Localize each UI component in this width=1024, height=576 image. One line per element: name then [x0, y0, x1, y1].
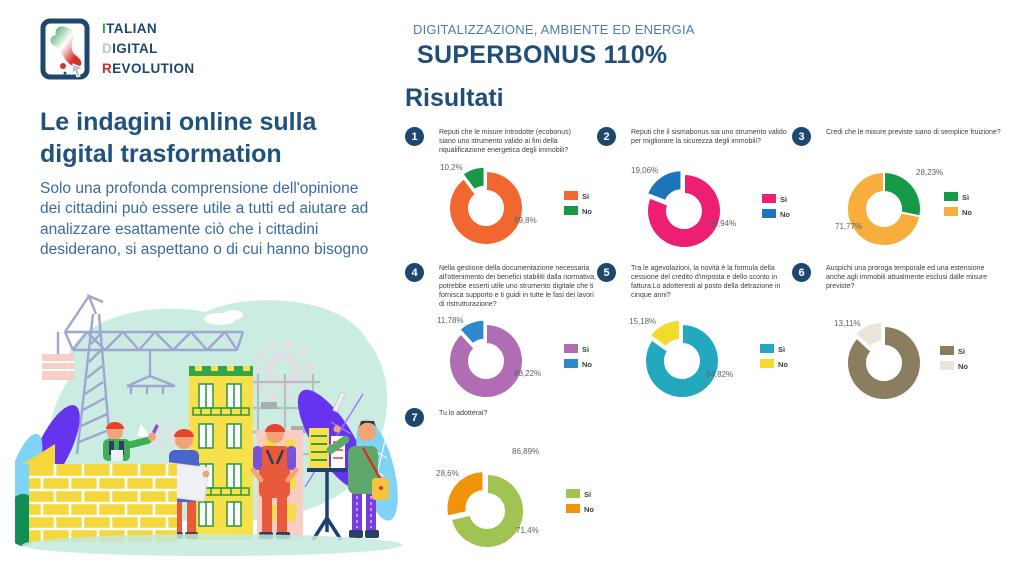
stray-percent-label: 86,89% [512, 447, 540, 456]
question-text: Reputi che il sismabonus sia uno strumen… [631, 129, 787, 146]
question-text: Reputi che le misure introdotte (ecobonu… [439, 129, 571, 155]
question-text: Nella gestione della documentazione nece… [439, 265, 596, 309]
logo-wordmark: ITALIAN DIGITAL REVOLUTION [102, 19, 195, 80]
chart-block-6: 6 Auspichi una proroga temporale ed una … [792, 263, 1007, 383]
question-text: Tra le agevolazioni, la novità è la form… [631, 265, 781, 300]
question-text: Tu lo adotterai? [439, 410, 488, 417]
chart-block-3: 3 Credi che le misure previste siano di … [792, 127, 1007, 247]
question-number-badge: 1 [405, 127, 424, 146]
left-paragraph: Solo una profonda comprensione dell'opin… [40, 180, 369, 259]
kicker: DIGITALIZZAZIONE, AMBIENTE ED ENERGIA [413, 22, 695, 37]
hanging-bricks-lines [42, 361, 74, 371]
crane [56, 293, 245, 455]
question-number-badge: 6 [792, 263, 811, 282]
question-number-badge: 5 [597, 263, 616, 282]
man-pointing [326, 421, 389, 538]
question-text: Auspichi una proroga temporale ed una es… [826, 265, 988, 291]
question-text: Credi che le misure previste siano di se… [826, 129, 1001, 136]
logo-line3-initial: R [102, 61, 113, 77]
scaffold-platform [261, 402, 277, 409]
question-number-badge: 3 [792, 127, 811, 146]
paper-plane [137, 424, 151, 438]
logo-line3-rest: EVOLUTION [112, 61, 195, 77]
page-title: SUPERBONUS 110% [417, 41, 668, 69]
worker-mason [103, 422, 159, 461]
logo-line2-rest: IGITAL [112, 40, 158, 56]
worker-back-view [250, 424, 299, 539]
question-number-badge: 2 [597, 127, 616, 146]
construction-illustration [15, 293, 402, 556]
logo-line1-initial: I [102, 20, 107, 36]
chart-block-5: 5 Tra le agevolazioni, la novità è la fo… [597, 263, 787, 383]
gear-icon [251, 338, 315, 402]
logo-line1-rest: TALIAN [106, 20, 158, 36]
hanging-bricks [42, 354, 74, 380]
question-number-badge: 7 [405, 408, 424, 427]
left-heading: Le indagini online sulla digital trasfor… [40, 108, 317, 168]
brick-wall [23, 444, 177, 542]
chart-block-4: 4 Nella gestione della documentazione ne… [405, 263, 596, 383]
yellow-building [189, 366, 253, 540]
chart-block-7: 7 Tu lo adotterai? [405, 408, 595, 528]
ground [22, 534, 402, 556]
leaf [15, 433, 43, 511]
chart-block-1: 1 Reputi che le misure introdotte (ecobo… [405, 127, 595, 247]
building-model-stand [307, 391, 347, 541]
logo: ITALIAN DIGITAL REVOLUTION [40, 18, 195, 80]
page-subtitle: Risultati [405, 84, 504, 112]
scaffold-platform [291, 426, 309, 433]
question-number-badge: 4 [405, 263, 424, 282]
cloud [223, 310, 243, 320]
logo-tablet-icon [40, 18, 90, 80]
logo-line2-initial: D [102, 40, 113, 56]
chart-block-2: 2 Reputi che il sismabonus sia uno strum… [597, 127, 787, 247]
